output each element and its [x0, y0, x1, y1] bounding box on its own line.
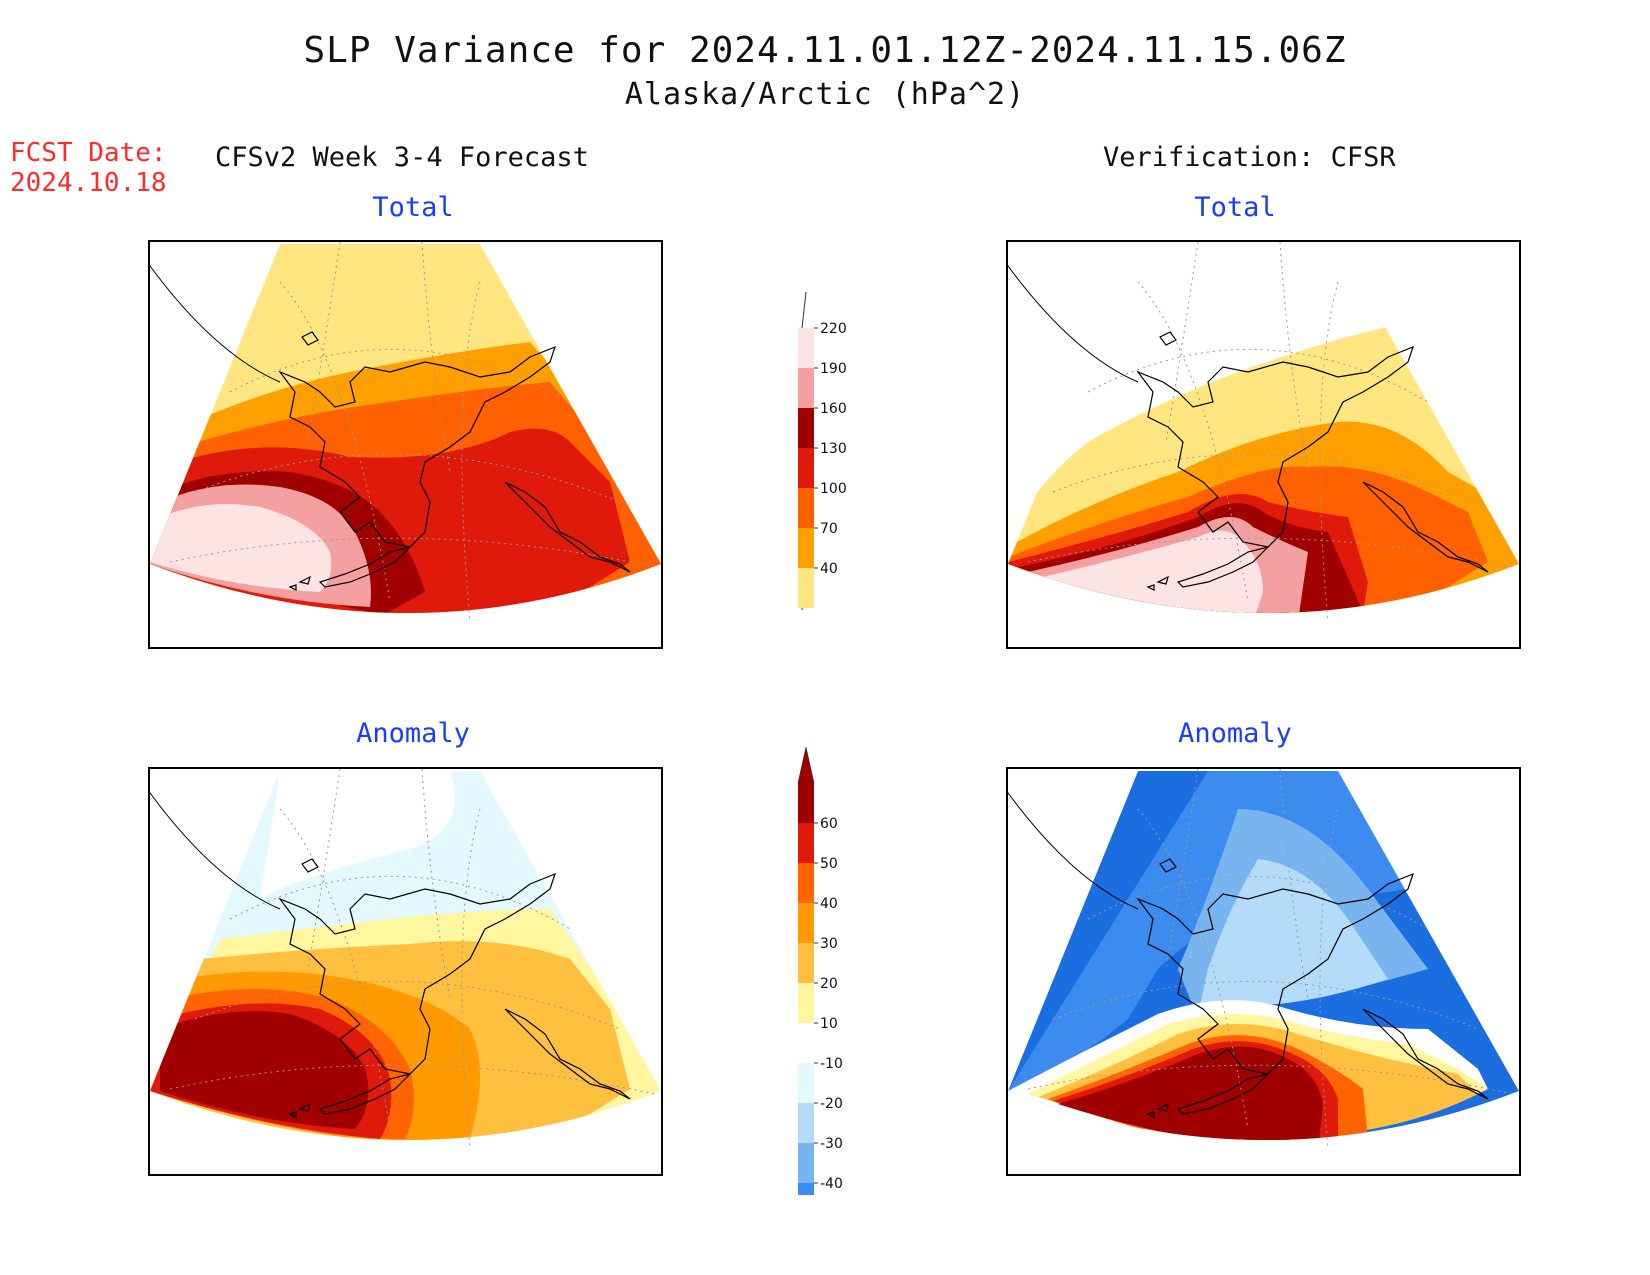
verification-total-map: [1006, 240, 1521, 649]
forecast-date-label: FCST Date:: [10, 138, 167, 168]
colorbar-label: -10: [820, 1056, 843, 1072]
shaded-field: [1008, 771, 1519, 1140]
colorbar-swatch: [798, 448, 814, 488]
shaded-field: [150, 244, 661, 613]
page-subtitle: Alaska/Arctic (hPa^2): [624, 77, 1026, 112]
colorbar-swatch: [798, 568, 814, 608]
coastline-chukotka: [150, 792, 281, 910]
shaded-field: [1008, 244, 1519, 613]
verification-anomaly-map: [1006, 767, 1521, 1176]
colorbar-label: -30: [820, 1136, 843, 1152]
coastline-chukotka: [1008, 792, 1139, 910]
forecast-total-label: Total: [372, 192, 454, 223]
colorbar-label: 60: [820, 816, 838, 832]
verification-column-title: Verification: CFSR: [1103, 142, 1396, 173]
colorbar-swatch: [798, 1023, 814, 1063]
colorbar-label: 100: [820, 481, 847, 497]
shaded-field: [150, 771, 661, 1140]
colorbar-swatch: [798, 528, 814, 568]
colorbar-min-tick: [801, 607, 803, 610]
colorbar-swatch: [798, 783, 814, 823]
colorbar-swatch: [798, 488, 814, 528]
colorbar-swatch: [798, 1183, 814, 1195]
forecast-total-map: [148, 240, 663, 649]
colorbar-label: 40: [820, 896, 838, 912]
shaded-region: [160, 1011, 369, 1129]
forecast-column-title: CFSv2 Week 3-4 Forecast: [215, 142, 589, 173]
colorbar-swatch: [798, 903, 814, 943]
colorbar-label: 10: [820, 1016, 838, 1032]
colorbar-label: 40: [820, 561, 838, 577]
colorbar-max-triangle: [797, 746, 815, 784]
colorbar-label: -40: [820, 1176, 843, 1192]
coastline: [278, 858, 631, 1118]
colorbar-label: 20: [820, 976, 838, 992]
lat-lon-grid: [169, 769, 656, 1150]
colorbar-swatch: [798, 1103, 814, 1143]
forecast-date-value: 2024.10.18: [10, 168, 167, 198]
colorbar-label: -20: [820, 1096, 843, 1112]
colorbar-swatch: [798, 863, 814, 903]
colorbar-swatch: [798, 983, 814, 1023]
shaded-region: [150, 504, 332, 592]
anomaly-colorbar: -40 -30 -20 -10 10 20 30 40 50 60: [797, 746, 843, 1195]
colorbar-swatch: [798, 408, 814, 448]
colorbar-label: 130: [820, 441, 847, 457]
coastline: [1136, 858, 1489, 1118]
colorbar-swatch: [798, 823, 814, 863]
shaded-region: [1198, 859, 1388, 1014]
coastline: [278, 331, 631, 591]
colorbar-swatch: [798, 368, 814, 408]
forecast-anomaly-map: [148, 767, 663, 1176]
forecast-date-block: FCST Date: 2024.10.18: [10, 138, 167, 198]
verification-anomaly-label: Anomaly: [1178, 718, 1292, 749]
colorbar-label: 190: [820, 361, 847, 377]
colorbar-label: 30: [820, 936, 838, 952]
colorbar-label: 50: [820, 856, 838, 872]
colorbar-swatch: [798, 943, 814, 983]
coastline: [1136, 331, 1489, 591]
colorbar-swatch: [798, 1063, 814, 1103]
shaded-region: [260, 771, 455, 899]
coastline-chukotka: [150, 265, 281, 383]
page-title: SLP Variance for 2024.11.01.12Z-2024.11.…: [303, 30, 1347, 71]
colorbar-label: 220: [820, 321, 847, 337]
colorbar-swatch: [798, 1143, 814, 1183]
total-colorbar: 40 70 100 130 160 190 220: [798, 291, 847, 610]
colorbar-swatch: [798, 328, 814, 368]
forecast-anomaly-label: Anomaly: [356, 718, 470, 749]
lat-lon-grid: [169, 242, 656, 623]
lat-lon-grid: [1027, 769, 1514, 1150]
coastline-chukotka: [1008, 265, 1139, 383]
shaded-region: [1043, 530, 1263, 613]
colorbar-label: 70: [820, 521, 838, 537]
colorbar-max-tick: [801, 291, 807, 329]
verification-total-label: Total: [1194, 192, 1276, 223]
lat-lon-grid: [1027, 242, 1514, 623]
colorbar-label: 160: [820, 401, 847, 417]
